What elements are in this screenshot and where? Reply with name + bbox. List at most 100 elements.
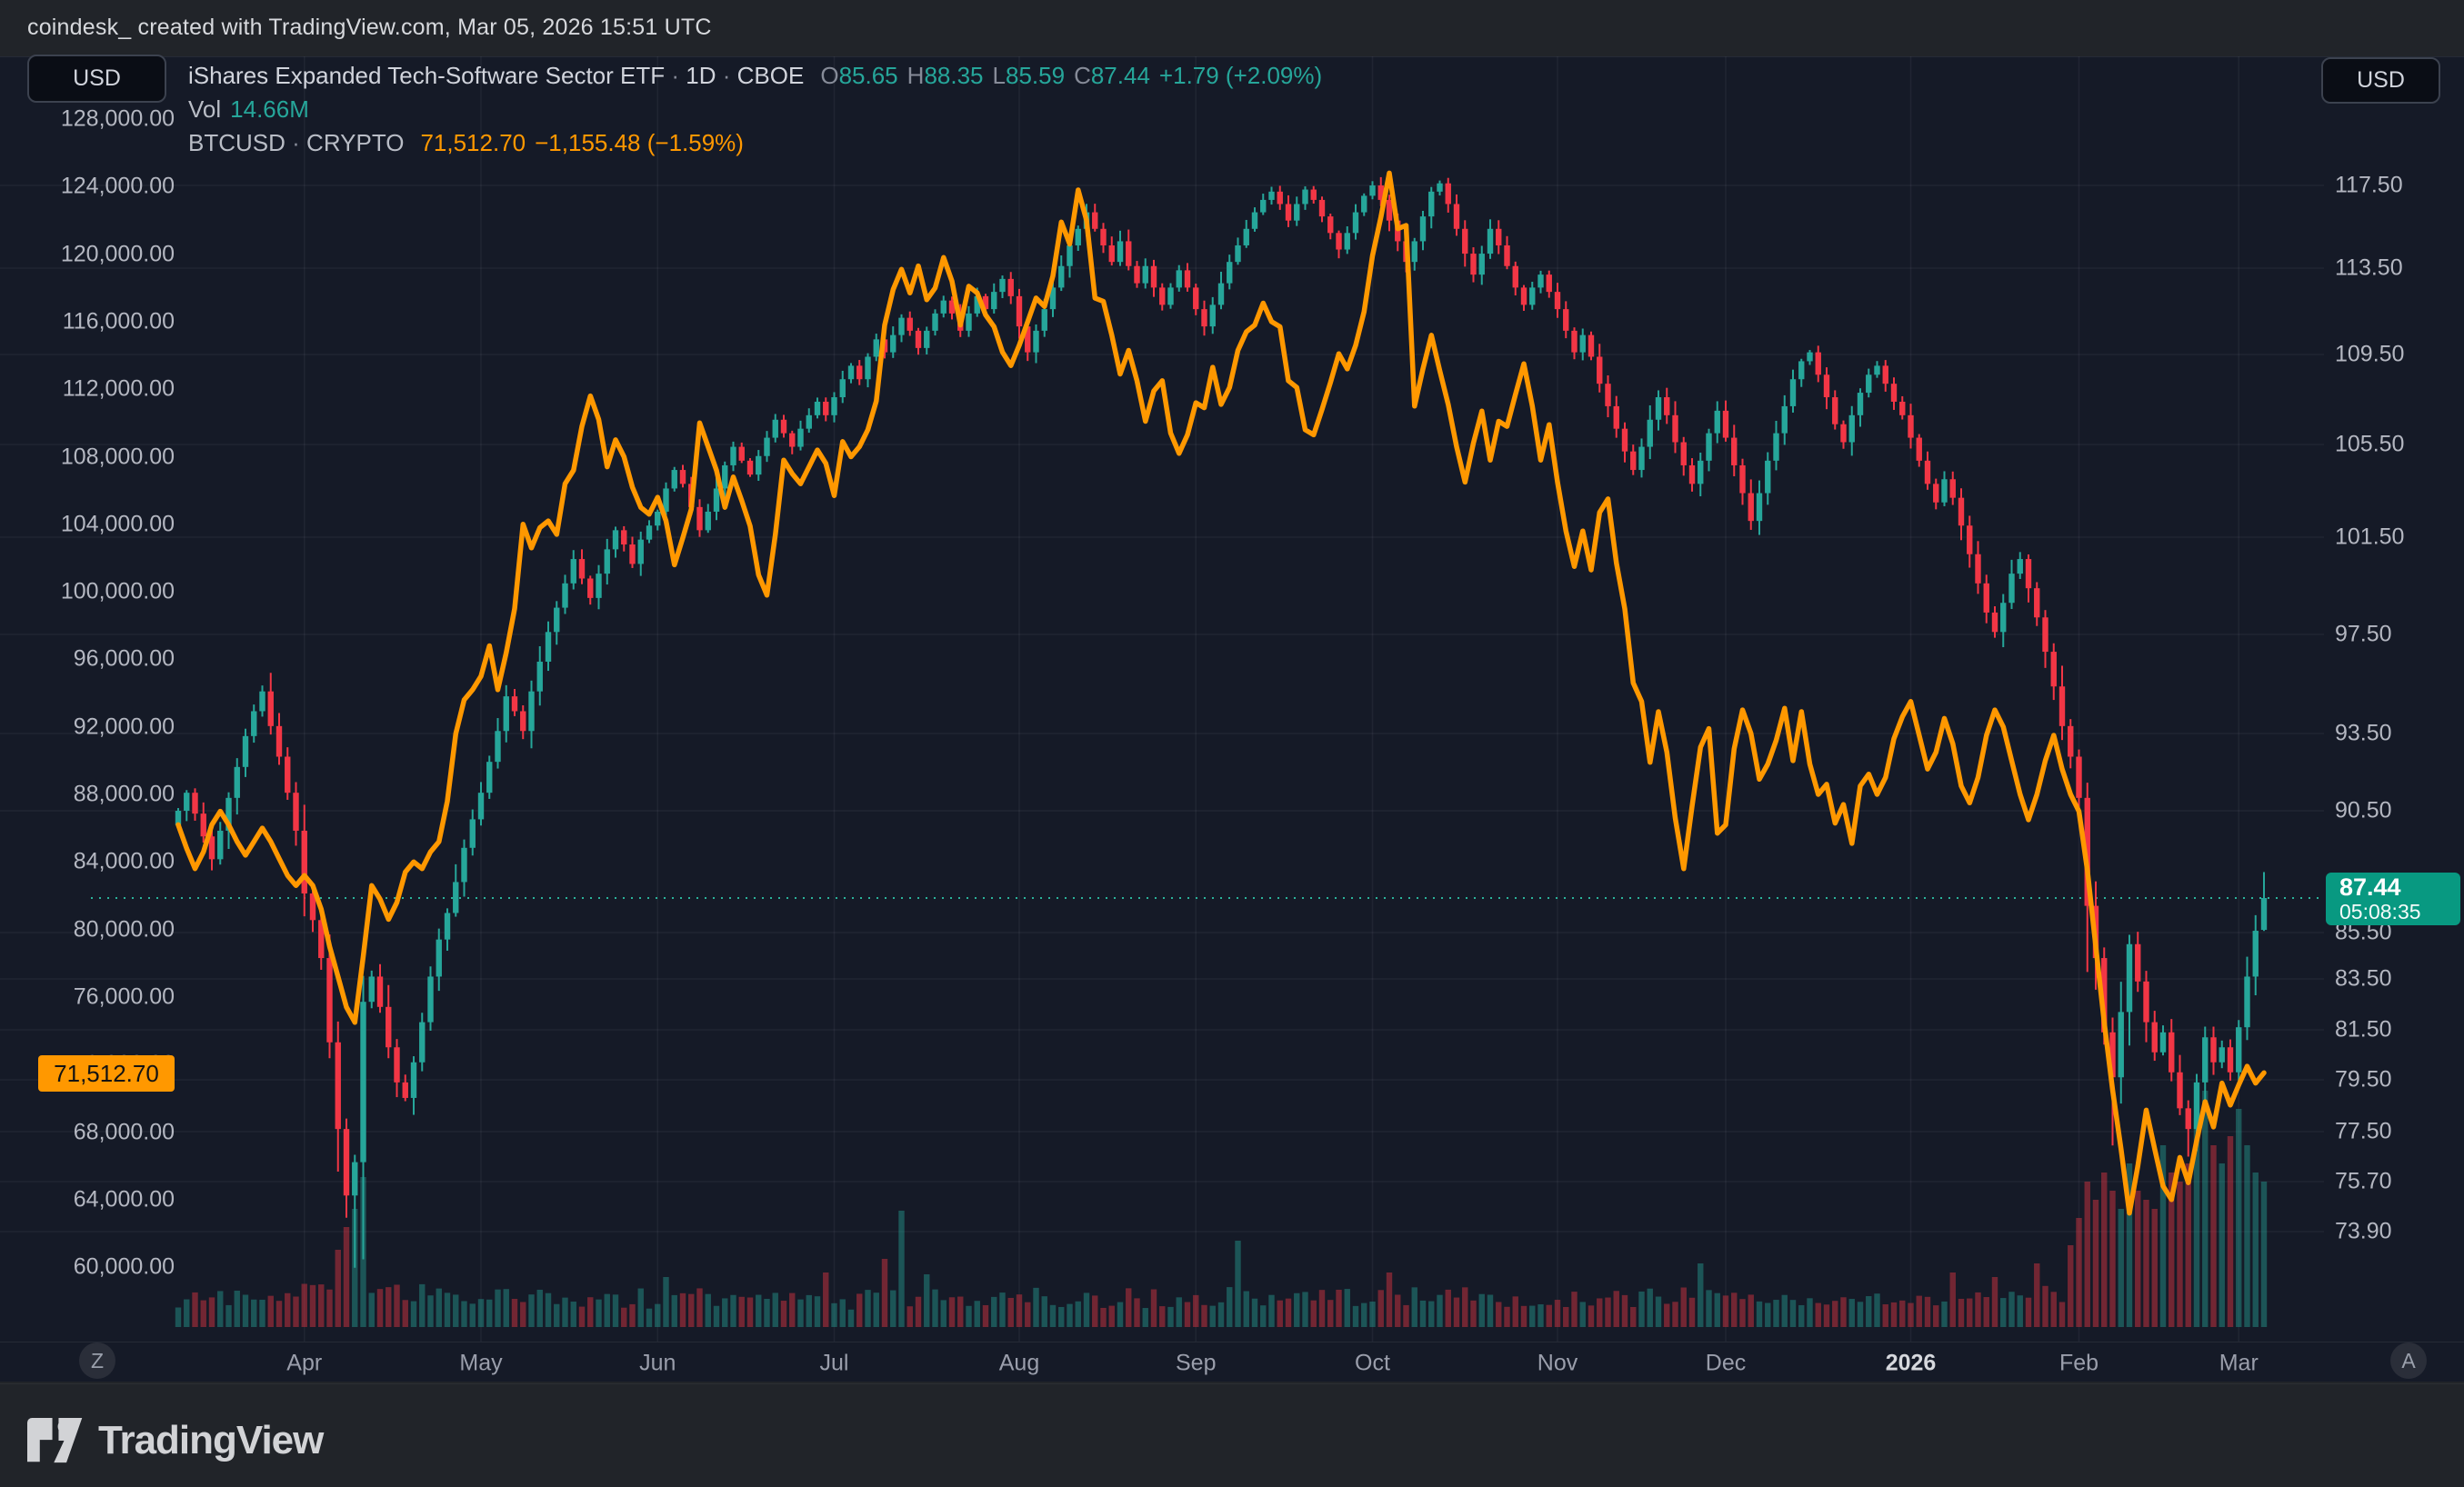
- volume-bar: [2042, 1285, 2048, 1327]
- volume-bar: [646, 1308, 653, 1327]
- candle-body: [2017, 559, 2023, 574]
- candle-body: [1597, 356, 1603, 384]
- volume-bar: [1159, 1306, 1166, 1327]
- volume-bar: [1016, 1294, 1023, 1327]
- candle-body: [444, 913, 451, 940]
- volume-bar: [1285, 1298, 1292, 1327]
- time-axis-label-Dec[interactable]: Dec: [1705, 1350, 1747, 1376]
- candle-body: [1369, 185, 1376, 196]
- candle-body: [1655, 397, 1662, 420]
- volume-bar: [1605, 1297, 1611, 1327]
- btc-last-price: 71,512.70: [54, 1059, 159, 1087]
- left-axis-price-label: 112,000.00: [62, 375, 175, 402]
- header-title: coindesk_ created with TradingView.com, …: [27, 15, 712, 40]
- volume-bar: [974, 1301, 980, 1327]
- volume-bar: [1437, 1294, 1443, 1327]
- candle-body: [335, 1042, 341, 1130]
- left-axis-price-label: 80,000.00: [73, 916, 175, 943]
- volume-bar: [1419, 1300, 1427, 1327]
- timezone-button-label: Z: [90, 1348, 105, 1372]
- left-axis-price-label: 96,000.00: [73, 645, 175, 672]
- legend-btc-row[interactable]: BTCUSD · CRYPTO 71,512.70 −1,155.48 (−1.…: [188, 129, 1322, 163]
- candle-body: [326, 958, 333, 1043]
- candle-body: [2151, 1022, 2158, 1053]
- candle-body: [1630, 451, 1637, 471]
- volume-bar: [1866, 1296, 1872, 1327]
- time-axis-label-2026[interactable]: 2026: [1885, 1350, 1937, 1376]
- auto-scale-button[interactable]: A: [2390, 1342, 2427, 1379]
- volume-bar: [259, 1299, 265, 1327]
- timezone-button[interactable]: Z: [79, 1342, 115, 1379]
- time-axis-label-Oct[interactable]: Oct: [1355, 1350, 1390, 1376]
- legend-etf-row[interactable]: iShares Expanded Tech-Software Sector ET…: [188, 62, 1322, 95]
- time-axis-label-Apr[interactable]: Apr: [286, 1350, 323, 1376]
- volume-bar: [2017, 1295, 2023, 1327]
- time-axis-label-Mar[interactable]: Mar: [2219, 1350, 2259, 1376]
- left-scale-currency-button[interactable]: USD: [27, 55, 166, 103]
- volume-bar: [2177, 1182, 2183, 1327]
- time-axis-label-Jun[interactable]: Jun: [639, 1350, 676, 1376]
- volume-bar: [1967, 1298, 1973, 1327]
- candle-body: [1765, 460, 1771, 494]
- etf-exchange: CBOE: [736, 62, 805, 89]
- volume-bar: [999, 1292, 1006, 1327]
- candle-body: [2118, 1012, 2124, 1078]
- volume-bar: [823, 1272, 829, 1327]
- right-scale-currency-button[interactable]: USD: [2321, 57, 2440, 104]
- candle-body: [890, 334, 896, 353]
- volume-bar: [1688, 1297, 1696, 1327]
- left-price-axis[interactable]: 128,000.00 124,000.00 120,000.00 116,000.00…: [36, 0, 175, 1382]
- right-scale-currency-label: USD: [2357, 67, 2405, 93]
- candle-body: [1041, 309, 1047, 331]
- candle-body: [1496, 228, 1502, 245]
- volume-bar: [847, 1309, 855, 1327]
- candle-body: [915, 330, 922, 348]
- volume-bar: [1217, 1302, 1225, 1327]
- volume-bar: [1621, 1294, 1628, 1327]
- volume-bar: [1815, 1302, 1821, 1327]
- candle-body: [655, 511, 661, 526]
- volume-bar: [1033, 1287, 1039, 1327]
- volume-bar: [234, 1290, 240, 1327]
- volume-bar: [756, 1294, 762, 1327]
- candle-body: [1967, 525, 1973, 554]
- candle-body: [612, 530, 619, 550]
- volume-bar: [1857, 1302, 1864, 1327]
- time-axis[interactable]: Apr May Jun Jul Aug Sep Oct Nov Dec 2026 Feb Mar: [0, 1343, 2464, 1383]
- ohlc-low-value: 85.59: [1005, 62, 1066, 89]
- candle-body: [1546, 274, 1552, 293]
- volume-bar: [570, 1302, 576, 1327]
- volume-bar: [1563, 1306, 1569, 1327]
- right-axis-price-label: 113.50: [2335, 254, 2403, 281]
- candle-body: [1067, 245, 1073, 266]
- time-axis-label-Aug[interactable]: Aug: [998, 1350, 1040, 1376]
- volume-bar: [335, 1250, 341, 1327]
- candle-body: [2185, 1108, 2191, 1130]
- candle-body: [587, 578, 594, 598]
- volume-bar: [1983, 1297, 1989, 1327]
- time-axis-label-Jul[interactable]: Jul: [819, 1350, 849, 1376]
- candle-body: [679, 470, 686, 484]
- candle-body: [1437, 183, 1443, 192]
- candle-body: [1588, 334, 1595, 357]
- candle-body: [2236, 1027, 2242, 1073]
- candle-body: [2101, 958, 2108, 1033]
- legend-volume-row[interactable]: Vol 14.66 M: [188, 95, 1322, 129]
- right-price-axis[interactable]: 117.50 113.50 109.50 105.50 101.50 97.50 93.50…: [2335, 0, 2462, 1382]
- volume-bar: [1403, 1304, 1409, 1327]
- candle-body: [1100, 228, 1107, 245]
- time-axis-label-May[interactable]: May: [459, 1350, 503, 1376]
- tradingview-logo[interactable]: TradingView: [27, 1418, 324, 1463]
- candle-body: [1126, 241, 1132, 266]
- volume-bar: [1698, 1263, 1704, 1327]
- time-axis-label-Sep[interactable]: Sep: [1176, 1350, 1217, 1376]
- candle-body: [1529, 287, 1536, 305]
- candle-body: [1832, 397, 1838, 424]
- volume-bar: [326, 1289, 333, 1327]
- time-axis-label-Feb[interactable]: Feb: [2058, 1350, 2099, 1376]
- left-axis-price-label: 104,000.00: [60, 511, 175, 537]
- volume-bar: [309, 1284, 316, 1327]
- legend-separator4: [285, 129, 292, 157]
- time-axis-label-Nov[interactable]: Nov: [1537, 1350, 1578, 1376]
